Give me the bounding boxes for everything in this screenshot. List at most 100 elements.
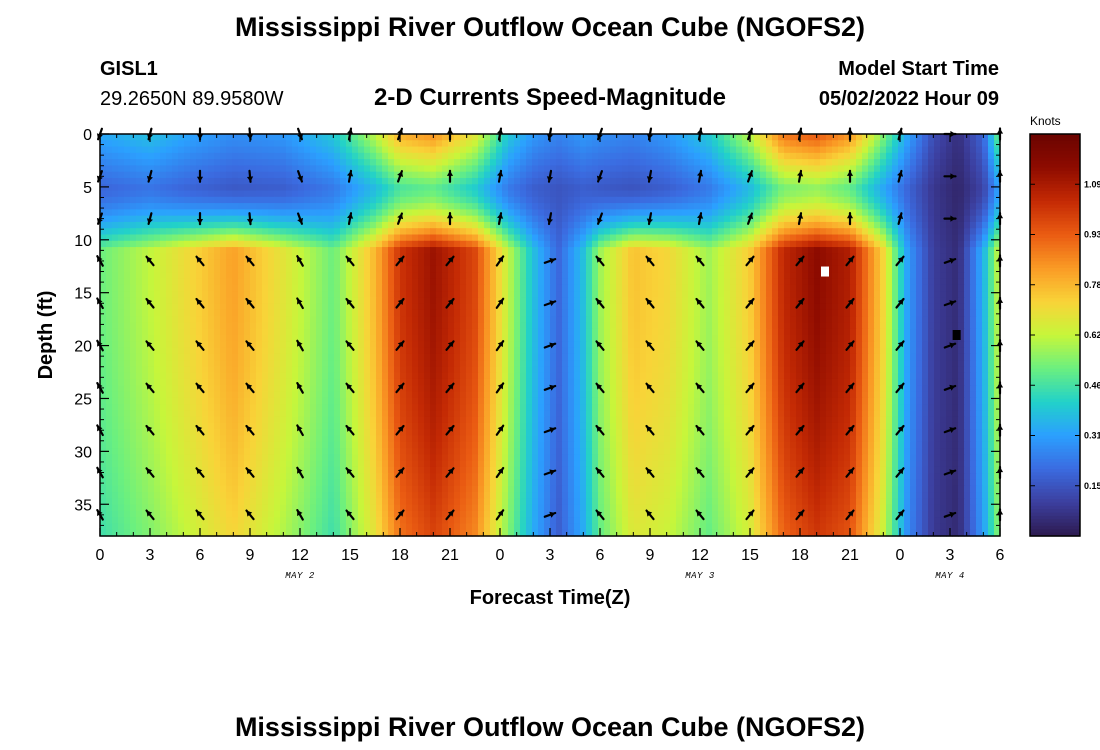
heatmap-cell — [322, 146, 329, 154]
heatmap-cell — [394, 203, 401, 210]
heatmap-cell — [754, 134, 761, 141]
heatmap-cell — [478, 265, 485, 273]
heatmap-cell — [568, 309, 575, 317]
heatmap-cell — [838, 297, 845, 305]
heatmap-cell — [748, 247, 755, 254]
heatmap-cell — [232, 297, 239, 305]
heatmap-cell — [208, 146, 215, 154]
heatmap-cell — [526, 247, 533, 254]
heatmap-cell — [172, 215, 179, 223]
heatmap-cell — [862, 328, 869, 336]
heatmap-cell — [826, 316, 833, 324]
heatmap-cell — [226, 190, 233, 198]
heatmap-cell — [370, 177, 377, 185]
heatmap-cell — [886, 322, 893, 330]
heatmap-cell — [268, 278, 275, 286]
heatmap-cell — [148, 247, 155, 254]
heatmap-cell — [214, 278, 221, 286]
heatmap-cell — [532, 322, 539, 330]
heatmap-cell — [562, 184, 569, 192]
heatmap-cell — [106, 291, 113, 298]
heatmap-cell — [748, 259, 755, 267]
heatmap-cell — [460, 335, 467, 342]
heatmap-cell — [976, 165, 983, 173]
heatmap-cell — [988, 316, 995, 324]
heatmap-cell — [244, 272, 251, 280]
heatmap-cell — [364, 215, 371, 223]
heatmap-cell — [934, 190, 941, 198]
heatmap-cell — [106, 316, 113, 324]
heatmap-cell — [316, 272, 323, 280]
heatmap-cell — [592, 328, 599, 336]
heatmap-cell — [664, 291, 671, 298]
heatmap-cell — [232, 159, 239, 167]
heatmap-cell — [994, 184, 1001, 192]
heatmap-cell — [142, 184, 149, 192]
heatmap-cell — [616, 253, 623, 261]
heatmap-cell — [952, 146, 959, 154]
heatmap-cell — [322, 215, 329, 223]
heatmap-cell — [556, 159, 563, 167]
heatmap-cell — [892, 284, 899, 292]
heatmap-cell — [394, 265, 401, 273]
heatmap-cell — [340, 322, 347, 330]
heatmap-cell — [304, 291, 311, 298]
heatmap-cell — [538, 291, 545, 298]
heatmap-cell — [214, 140, 221, 148]
heatmap-cell — [544, 184, 551, 192]
heatmap-cell — [586, 134, 593, 141]
heatmap-cell — [796, 309, 803, 317]
heatmap-cell — [484, 196, 491, 204]
heatmap-cell — [610, 146, 617, 154]
heatmap-cell — [580, 259, 587, 267]
heatmap-cell — [160, 184, 167, 192]
heatmap-cell — [814, 165, 821, 173]
heatmap-cell — [262, 291, 269, 298]
heatmap-cell — [520, 297, 527, 305]
heatmap-cell — [778, 221, 785, 229]
heatmap-cell — [214, 184, 221, 192]
heatmap-cell — [928, 322, 935, 330]
heatmap-cell — [676, 259, 683, 267]
heatmap-cell — [238, 341, 245, 349]
heatmap-cell — [502, 322, 509, 330]
heatmap-cell — [946, 196, 953, 204]
heatmap-cell — [760, 259, 767, 267]
heatmap-cell — [274, 140, 281, 148]
heatmap-cell — [292, 196, 299, 204]
heatmap-cell — [160, 316, 167, 324]
heatmap-cell — [934, 209, 941, 217]
heatmap-cell — [232, 190, 239, 198]
heatmap-cell — [916, 328, 923, 336]
heatmap-cell — [742, 152, 749, 160]
heatmap-cell — [814, 278, 821, 286]
heatmap-cell — [598, 190, 605, 198]
heatmap-cell — [406, 203, 413, 210]
heatmap-cell — [622, 190, 629, 198]
heatmap-cell — [286, 221, 293, 229]
heatmap-cell — [184, 240, 191, 248]
heatmap-cell — [952, 265, 959, 273]
heatmap-cell — [496, 335, 503, 342]
heatmap-cell — [286, 240, 293, 248]
heatmap-cell — [802, 309, 809, 317]
heatmap-cell — [706, 215, 713, 223]
heatmap-cell — [316, 265, 323, 273]
heatmap-cell — [328, 209, 335, 217]
heatmap-cell — [574, 171, 581, 179]
heatmap-cell — [778, 171, 785, 179]
heatmap-cell — [490, 209, 497, 217]
heatmap-cell — [676, 177, 683, 185]
heatmap-cell — [808, 228, 815, 236]
heatmap-cell — [838, 272, 845, 280]
heatmap-cell — [892, 234, 899, 242]
heatmap-cell — [430, 322, 437, 330]
heatmap-cell — [538, 240, 545, 248]
heatmap-cell — [844, 284, 851, 292]
heatmap-cell — [922, 291, 929, 298]
heatmap-cell — [772, 253, 779, 261]
heatmap-cell — [934, 297, 941, 305]
heatmap-cell — [280, 322, 287, 330]
heatmap-cell — [802, 152, 809, 160]
heatmap-cell — [706, 134, 713, 141]
